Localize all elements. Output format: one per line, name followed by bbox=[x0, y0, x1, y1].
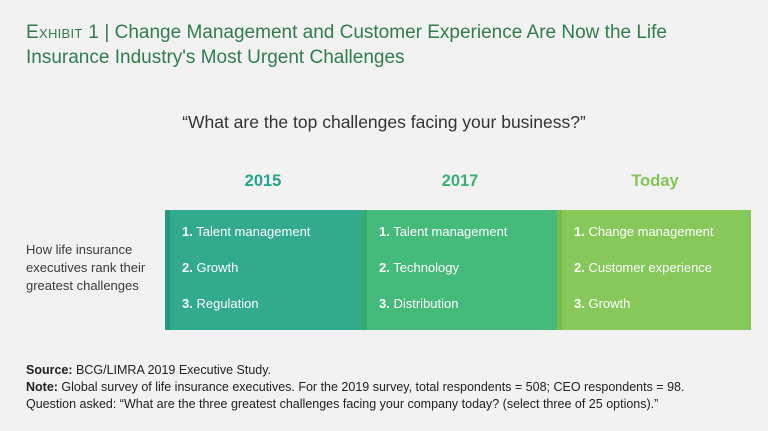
row-label: How life insurance executives rank their… bbox=[26, 242, 146, 293]
panel-edge bbox=[557, 210, 562, 330]
note-text: Global survey of life insurance executiv… bbox=[57, 380, 685, 394]
rank-number: 1. bbox=[574, 224, 585, 239]
question-line: Question asked: “What are the three grea… bbox=[26, 397, 659, 411]
rank-number: 3. bbox=[574, 296, 585, 311]
challenge-label: Distribution bbox=[393, 296, 459, 311]
list-item: 1. Change management bbox=[574, 224, 714, 239]
column-header-today: Today bbox=[631, 172, 679, 190]
rank-number: 2. bbox=[574, 260, 585, 275]
challenge-label: Talent management bbox=[196, 224, 311, 239]
list-item: 2. Technology bbox=[379, 260, 459, 275]
exhibit-title: Exhibit 1 | Change Management and Custom… bbox=[26, 20, 746, 70]
list-item: 3. Growth bbox=[574, 296, 630, 311]
challenge-label: Growth bbox=[588, 296, 631, 311]
source-label: Source: bbox=[26, 363, 73, 377]
challenge-label: Customer experience bbox=[588, 260, 713, 275]
rank-number: 3. bbox=[182, 296, 193, 311]
challenge-label: Talent management bbox=[393, 224, 508, 239]
panel-edge bbox=[165, 210, 170, 330]
panel-today: 1. Change management 2. Customer experie… bbox=[557, 210, 751, 330]
title-text: Change Management and Customer Experienc… bbox=[26, 22, 667, 68]
list-item: 2. Customer experience bbox=[574, 260, 712, 275]
challenge-label: Change management bbox=[588, 224, 714, 239]
panel-2017: 1. Talent management 2. Technology 3. Di… bbox=[362, 210, 557, 330]
list-item: 3. Regulation bbox=[182, 296, 259, 311]
column-header-2015: 2015 bbox=[244, 172, 282, 190]
rank-number: 3. bbox=[379, 296, 390, 311]
list-item: 1. Talent management bbox=[182, 224, 310, 239]
note-line: Note: Global survey of life insurance ex… bbox=[26, 379, 756, 396]
panel-2015: 1. Talent management 2. Growth 3. Regula… bbox=[165, 210, 362, 330]
note-label: Note: bbox=[26, 380, 58, 394]
rank-number: 2. bbox=[379, 260, 390, 275]
rank-number: 1. bbox=[379, 224, 390, 239]
challenge-label: Technology bbox=[393, 260, 460, 275]
panel-edge bbox=[362, 210, 367, 330]
footnotes: Source: BCG/LIMRA 2019 Executive Study. … bbox=[26, 362, 756, 413]
rank-number: 2. bbox=[182, 260, 193, 275]
list-item: 1. Talent management bbox=[379, 224, 507, 239]
source-text: BCG/LIMRA 2019 Executive Study. bbox=[72, 363, 272, 377]
challenge-label: Regulation bbox=[196, 296, 259, 311]
rank-number: 1. bbox=[182, 224, 193, 239]
survey-question: “What are the top challenges facing your… bbox=[182, 112, 586, 132]
title-separator: | bbox=[99, 22, 115, 43]
column-header-2017: 2017 bbox=[441, 172, 479, 190]
exhibit-number: Exhibit 1 bbox=[26, 22, 100, 43]
list-item: 3. Distribution bbox=[379, 296, 459, 311]
source-line: Source: BCG/LIMRA 2019 Executive Study. bbox=[26, 362, 756, 379]
challenge-label: Growth bbox=[196, 260, 239, 275]
list-item: 2. Growth bbox=[182, 260, 238, 275]
